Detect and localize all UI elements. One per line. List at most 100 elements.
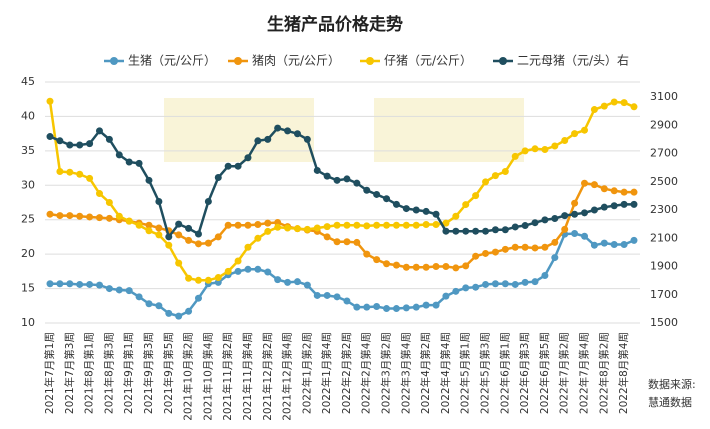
x-tick-label: 2021年7月第1周 — [43, 332, 56, 414]
x-tick-label: 2022年1月第2周 — [300, 332, 313, 414]
point — [541, 243, 549, 251]
point — [412, 263, 420, 271]
point — [581, 209, 589, 217]
y-tick-label: 10 — [21, 316, 35, 329]
x-tick-label: 2021年11月第2周 — [221, 332, 234, 421]
x-tick-label: 2021年9月第3周 — [142, 332, 155, 414]
point — [630, 200, 638, 208]
point — [442, 292, 450, 300]
point — [442, 263, 450, 271]
point — [254, 234, 262, 242]
point — [56, 212, 64, 220]
point — [600, 185, 608, 193]
point — [135, 293, 143, 301]
legend-label: 仔猪（元/公斤） — [384, 54, 472, 68]
point — [125, 287, 133, 295]
y2-tick-label: 2700 — [650, 147, 678, 160]
point — [343, 238, 351, 246]
x-tick-label: 2022年6月第1周 — [498, 332, 511, 414]
point — [284, 278, 292, 286]
point — [531, 145, 539, 153]
point — [472, 192, 480, 200]
point — [125, 217, 133, 225]
point — [194, 240, 202, 248]
point — [66, 212, 74, 220]
x-tick-label: 2022年2月第4周 — [360, 332, 373, 414]
x-tick-label: 2022年7月第4周 — [578, 332, 591, 414]
point — [254, 221, 262, 229]
y2-tick-label: 1900 — [650, 260, 678, 273]
point — [630, 103, 638, 111]
point — [373, 256, 381, 264]
point — [323, 223, 331, 231]
point — [76, 212, 84, 220]
point — [293, 225, 301, 233]
point — [155, 224, 163, 232]
x-tick-label: 2021年11月第4周 — [241, 332, 254, 421]
point — [482, 280, 490, 288]
point — [56, 168, 64, 176]
point — [115, 286, 123, 294]
point — [95, 214, 103, 222]
point — [244, 243, 252, 251]
point — [472, 283, 480, 291]
point — [323, 291, 331, 299]
point — [541, 271, 549, 279]
point — [442, 219, 450, 227]
point — [66, 168, 74, 176]
point — [363, 186, 371, 194]
point — [432, 263, 440, 271]
y-tick-label: 30 — [21, 178, 35, 191]
point — [303, 135, 311, 143]
y2-tick-label: 1700 — [650, 288, 678, 301]
point — [46, 97, 54, 105]
point — [511, 223, 519, 231]
point — [392, 305, 400, 313]
point — [284, 127, 292, 135]
y2-tick-label: 3100 — [650, 90, 678, 103]
point — [175, 231, 183, 239]
point — [244, 265, 252, 273]
point — [422, 207, 430, 215]
point — [66, 141, 74, 149]
point — [254, 137, 262, 145]
point — [194, 294, 202, 302]
point — [412, 206, 420, 214]
point — [581, 126, 589, 134]
x-tick-label: 2022年8月第2周 — [597, 332, 610, 414]
point — [531, 244, 539, 252]
point — [343, 175, 351, 183]
point — [620, 200, 628, 208]
point — [511, 243, 519, 251]
point — [462, 227, 470, 235]
point — [115, 151, 123, 159]
point — [610, 98, 618, 106]
point — [264, 219, 272, 227]
legend-label: 二元母猪（元/头）右 — [517, 53, 629, 68]
source-name: 慧通数据 — [648, 395, 692, 409]
x-tick-label: 2022年4月第2周 — [419, 332, 432, 414]
point — [145, 227, 153, 235]
point — [76, 141, 84, 149]
point — [353, 238, 361, 246]
point — [551, 214, 559, 222]
y2-tick-label: 2300 — [650, 203, 678, 216]
point — [165, 241, 173, 249]
point — [165, 233, 173, 241]
x-tick-label: 2022年4月第4周 — [439, 332, 452, 414]
point — [561, 212, 569, 220]
point — [86, 280, 94, 288]
x-tick-label: 2022年2月第2周 — [340, 332, 353, 414]
point — [383, 195, 391, 203]
point — [214, 274, 222, 282]
point — [501, 245, 509, 253]
y2-tick-label: 2100 — [650, 231, 678, 244]
point — [353, 221, 361, 229]
point — [363, 303, 371, 311]
point — [551, 142, 559, 150]
x-tick-label: 2022年6月第5周 — [538, 332, 551, 414]
y-tick-label: 35 — [21, 144, 35, 157]
point — [224, 221, 232, 229]
point — [600, 239, 608, 247]
